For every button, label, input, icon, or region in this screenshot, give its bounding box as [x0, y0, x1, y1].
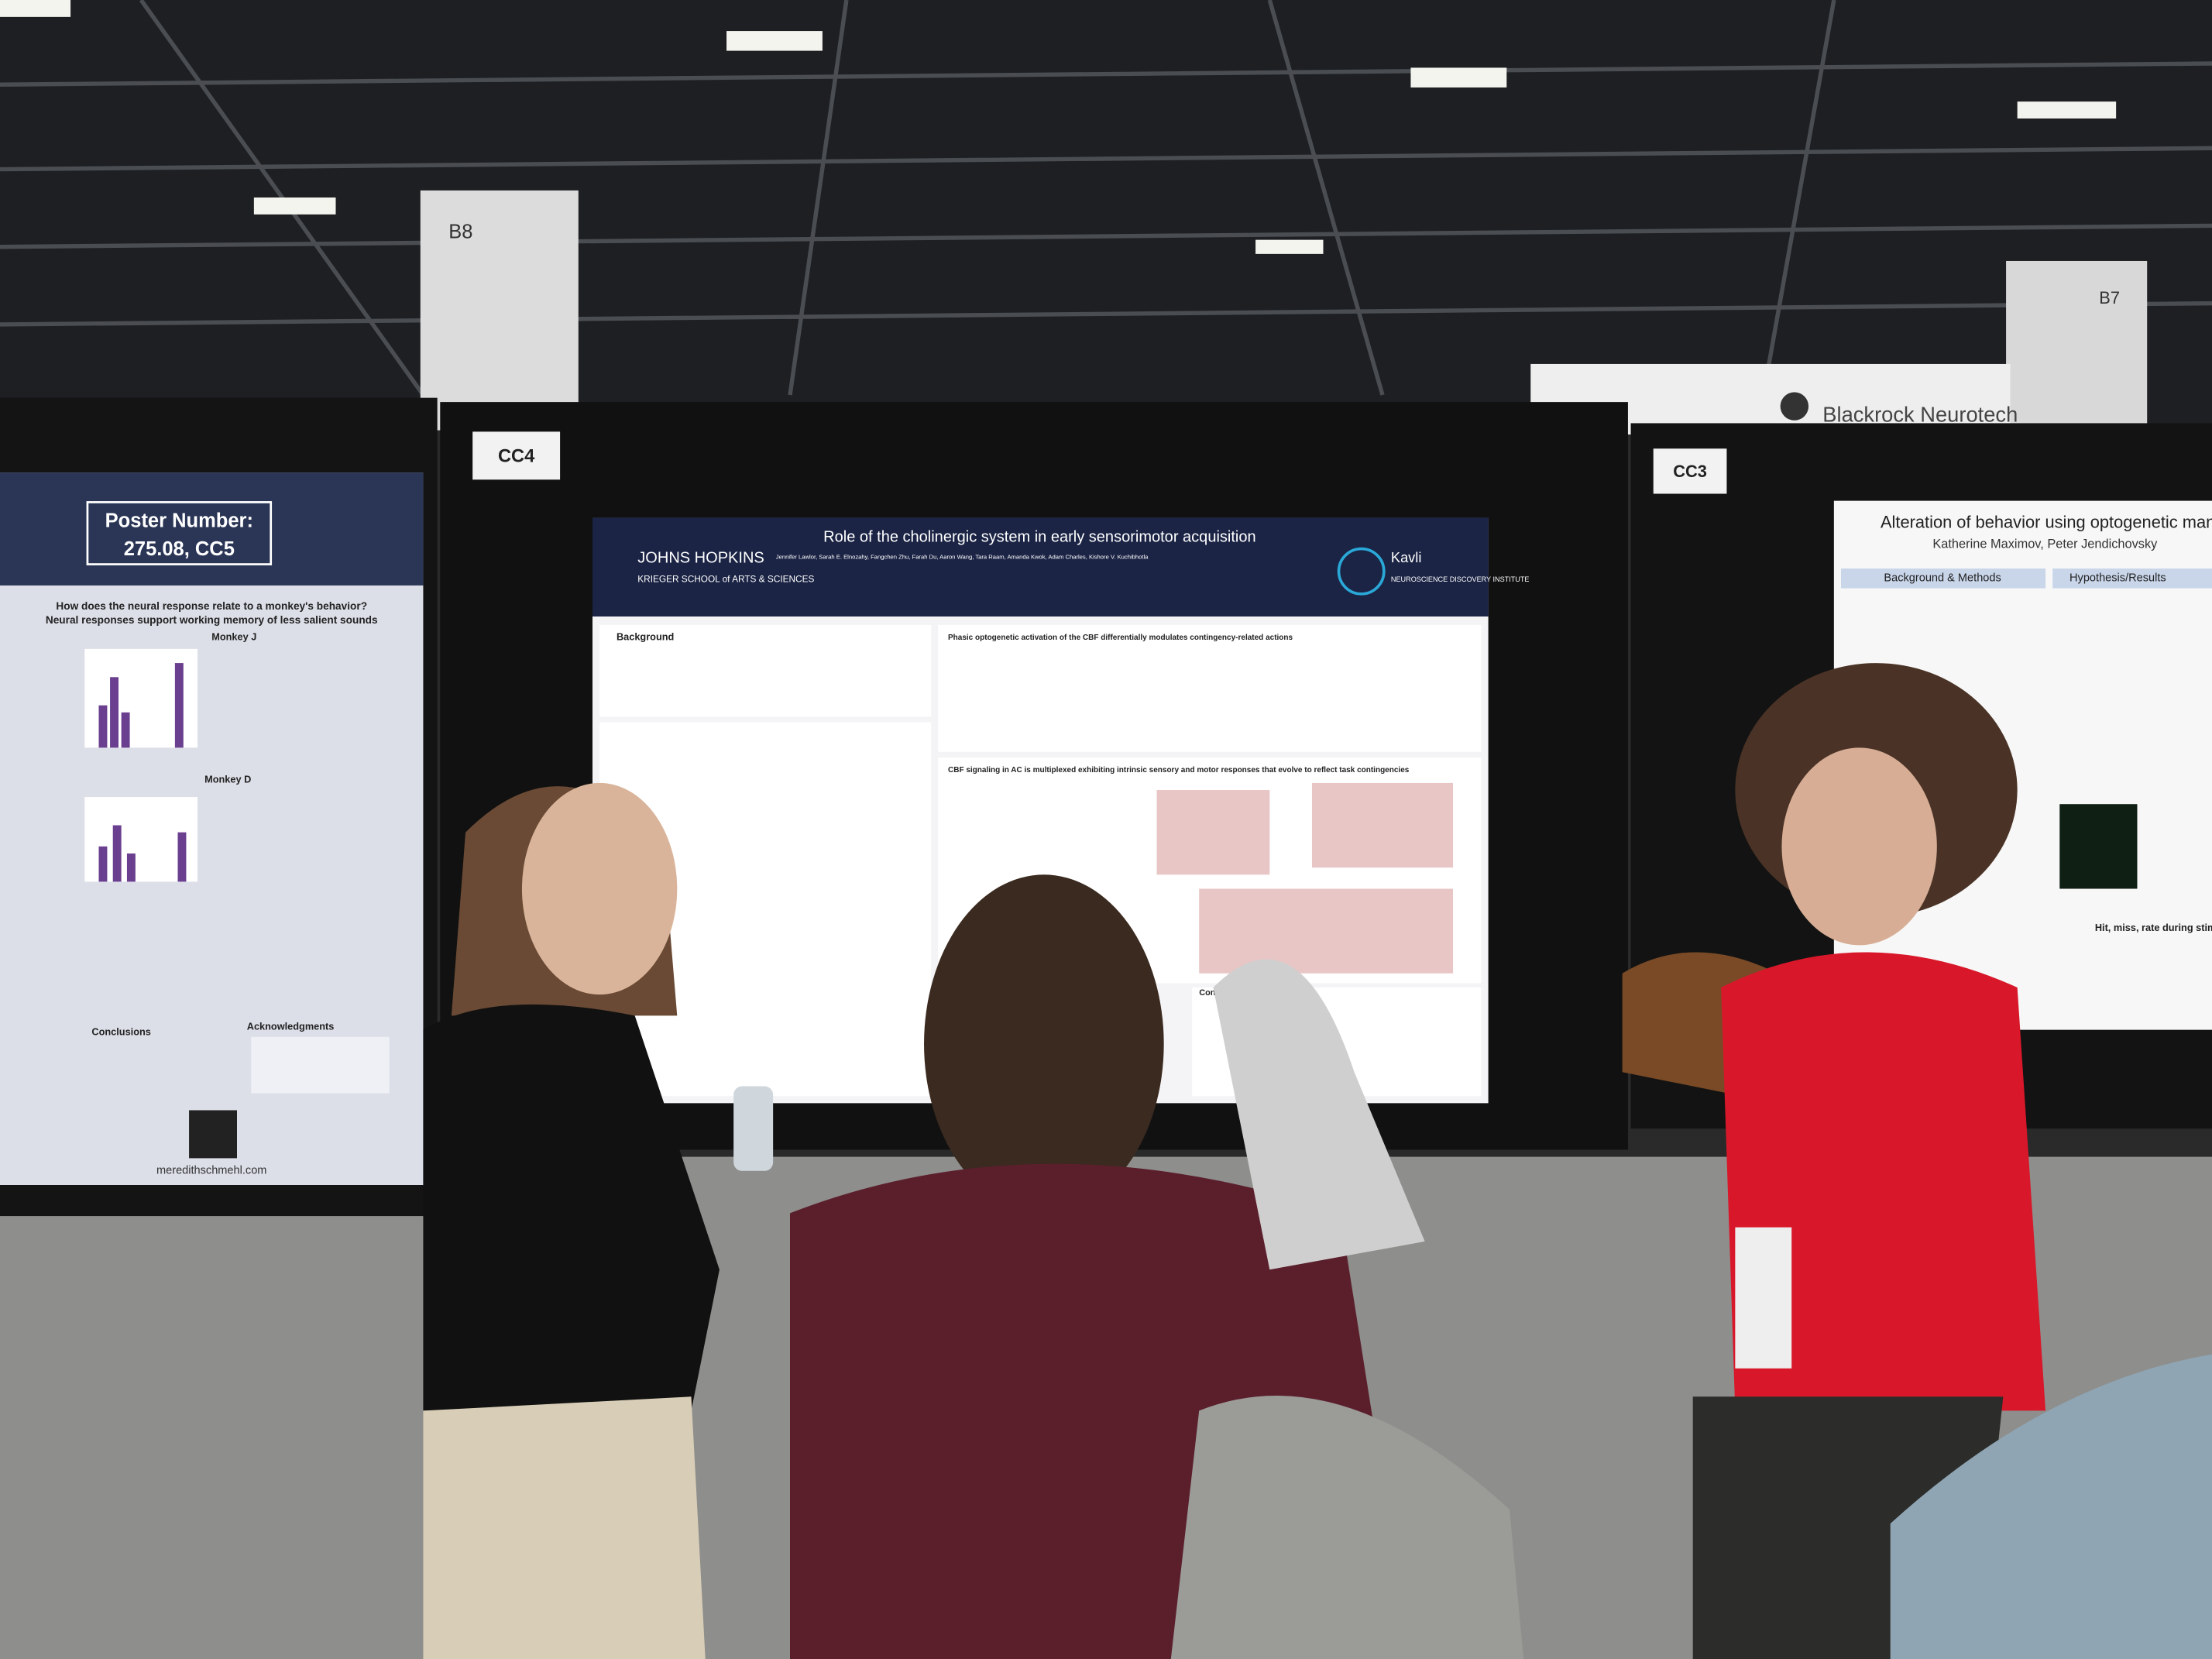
- section-heading: Hypothesis/Results: [2069, 572, 2166, 585]
- heading: Neural responses support working memory …: [46, 614, 378, 626]
- kavli-logo: [1337, 547, 1386, 596]
- footer: meredithschmehl.com: [156, 1165, 266, 1177]
- board-label-box: [1653, 448, 1727, 494]
- heading: Acknowledgments: [247, 1020, 335, 1032]
- column-label: B8: [448, 221, 472, 242]
- person-foreground: [1890, 1354, 2212, 1659]
- number-title: Poster Number:: [105, 510, 253, 532]
- section: [599, 624, 932, 717]
- trusses: [0, 0, 2212, 397]
- column: [420, 190, 579, 431]
- partner: Kavli: [1391, 550, 1421, 565]
- board-label: CC4: [498, 446, 535, 466]
- school: KRIEGER SCHOOL of ARTS & SCIENCES: [637, 574, 814, 585]
- person-center: [790, 874, 1524, 1659]
- partner-sub: NEUROSCIENCE DISCOVERY INSTITUTE: [1391, 575, 1530, 583]
- authors: Jennifer Lawlor, Sarah E. Elnozahy, Fang…: [776, 553, 1149, 560]
- plot-bars: [98, 663, 187, 882]
- person-right: [1622, 663, 2046, 1659]
- text-block: [251, 1036, 390, 1094]
- heading: Monkey D: [204, 774, 251, 785]
- booth-name: Blackrock Neurotech: [1822, 403, 2018, 427]
- section-heading: CBF signaling in AC is multiplexed exhib…: [948, 766, 1410, 775]
- person-left: [423, 782, 774, 1659]
- section-bar: [1840, 568, 2046, 589]
- section-heading: Phasic optogenetic activation of the CBF…: [948, 634, 1293, 642]
- heading: How does the neural response relate to a…: [56, 600, 367, 612]
- heading: Conclusions: [91, 1026, 151, 1038]
- institution: JOHNS HOPKINS: [637, 550, 764, 567]
- image-panel: [2059, 804, 2138, 889]
- column: [2006, 260, 2148, 438]
- figure-panels: [1156, 782, 1454, 974]
- number-box: [86, 501, 273, 565]
- section-bar: [2052, 568, 2212, 589]
- authors: Katherine Maximov, Peter Jendichovsky: [1932, 537, 2158, 551]
- section: [938, 624, 1482, 752]
- ceiling: [0, 0, 2212, 424]
- poster-title: Role of the cholinergic system in early …: [823, 528, 1255, 545]
- caption: Hit, miss, rate during stimulation: [2095, 922, 2212, 933]
- qr-code: [189, 1110, 237, 1159]
- booth-logo: [1780, 392, 1809, 421]
- section-heading: Background & Methods: [1884, 572, 2001, 585]
- column-label: B7: [2099, 288, 2120, 307]
- section-heading: Background: [617, 631, 674, 643]
- number: 275.08, CC5: [124, 538, 235, 560]
- heading: Monkey J: [211, 631, 256, 643]
- poster-title: Alteration of behavior using optogenetic…: [1881, 513, 2212, 532]
- board-label: CC3: [1673, 462, 1707, 481]
- ceiling-lights: [0, 0, 2117, 254]
- board-label-box: [472, 431, 561, 480]
